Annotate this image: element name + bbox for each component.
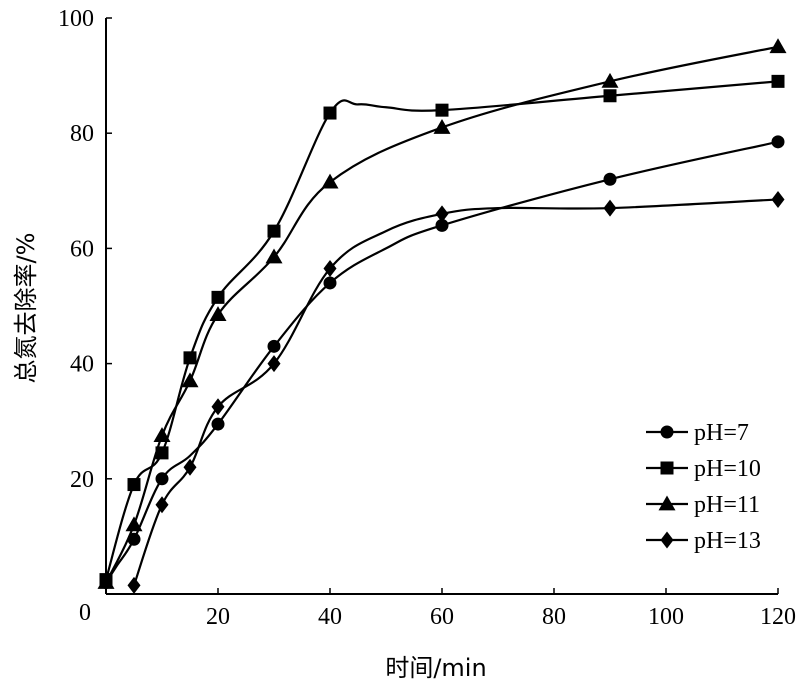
legend-marker-circle xyxy=(660,425,674,439)
data-point-circle xyxy=(155,472,169,486)
data-point-triangle xyxy=(321,173,339,189)
x-tick-label: 40 xyxy=(318,604,342,630)
y-tick-label: 100 xyxy=(58,6,94,32)
data-point-circle xyxy=(323,276,337,290)
x-tick-label: 120 xyxy=(760,604,796,630)
data-point-circle xyxy=(211,417,225,431)
data-point-triangle xyxy=(153,427,171,442)
data-point-diamond xyxy=(211,398,225,416)
data-point-diamond xyxy=(603,199,617,217)
legend-marker-diamond xyxy=(660,531,674,549)
y-tick-label: 40 xyxy=(70,352,94,378)
data-point-triangle xyxy=(769,38,787,54)
series-line-diamond xyxy=(132,198,779,586)
data-point-square xyxy=(603,89,617,103)
data-point-square xyxy=(435,103,449,117)
data-point-circle xyxy=(127,532,141,546)
data-point-circle xyxy=(267,339,281,353)
legend-marker-triangle xyxy=(658,495,676,511)
x-tick-label: 100 xyxy=(648,604,684,630)
data-point-diamond xyxy=(267,355,281,373)
y-tick-label: 20 xyxy=(70,467,94,493)
data-point-circle xyxy=(435,218,449,232)
legend-label: pH=13 xyxy=(694,528,761,554)
x-tick-label: 20 xyxy=(206,604,230,630)
data-point-triangle xyxy=(181,372,199,388)
data-point-square xyxy=(155,446,169,460)
data-point-circle xyxy=(771,135,785,149)
data-point-diamond xyxy=(183,458,197,476)
x-tick-label: 80 xyxy=(542,604,566,630)
axes: 20 40 60 80 100 120 20 40 60 80 100 0 时间/min 总氮去除率/% xyxy=(12,6,796,682)
y-axis-title: 总氮去除率/% xyxy=(12,233,40,384)
y-tick-label: 80 xyxy=(70,121,94,147)
data-point-square xyxy=(323,106,337,120)
x-axis-title: 时间/min xyxy=(385,654,486,682)
data-point-triangle xyxy=(433,118,451,134)
legend-label: pH=11 xyxy=(694,492,760,518)
series-markers xyxy=(97,38,787,594)
legend-label: pH=10 xyxy=(694,456,761,482)
data-point-triangle xyxy=(209,306,227,322)
data-point-triangle xyxy=(97,573,115,589)
data-point-diamond xyxy=(155,496,169,514)
legend: pH=7 pH=10 pH=11 pH=13 xyxy=(646,420,761,554)
data-point-diamond xyxy=(771,190,785,208)
data-point-triangle xyxy=(125,516,143,532)
legend-marker-square xyxy=(660,461,674,475)
data-point-square xyxy=(127,478,141,492)
data-point-square xyxy=(267,224,281,238)
legend-label: pH=7 xyxy=(694,420,749,446)
data-point-square xyxy=(183,351,197,365)
data-point-diamond xyxy=(127,576,141,594)
x-tick-label: 60 xyxy=(430,604,454,630)
data-point-diamond xyxy=(435,205,449,223)
data-point-square xyxy=(771,74,785,88)
data-point-diamond xyxy=(323,260,337,278)
y-tick-label: 60 xyxy=(70,236,94,262)
data-point-triangle xyxy=(601,72,619,88)
data-point-circle xyxy=(603,172,617,186)
data-point-square xyxy=(211,290,225,304)
data-point-triangle xyxy=(265,248,283,264)
origin-label: 0 xyxy=(79,600,91,626)
